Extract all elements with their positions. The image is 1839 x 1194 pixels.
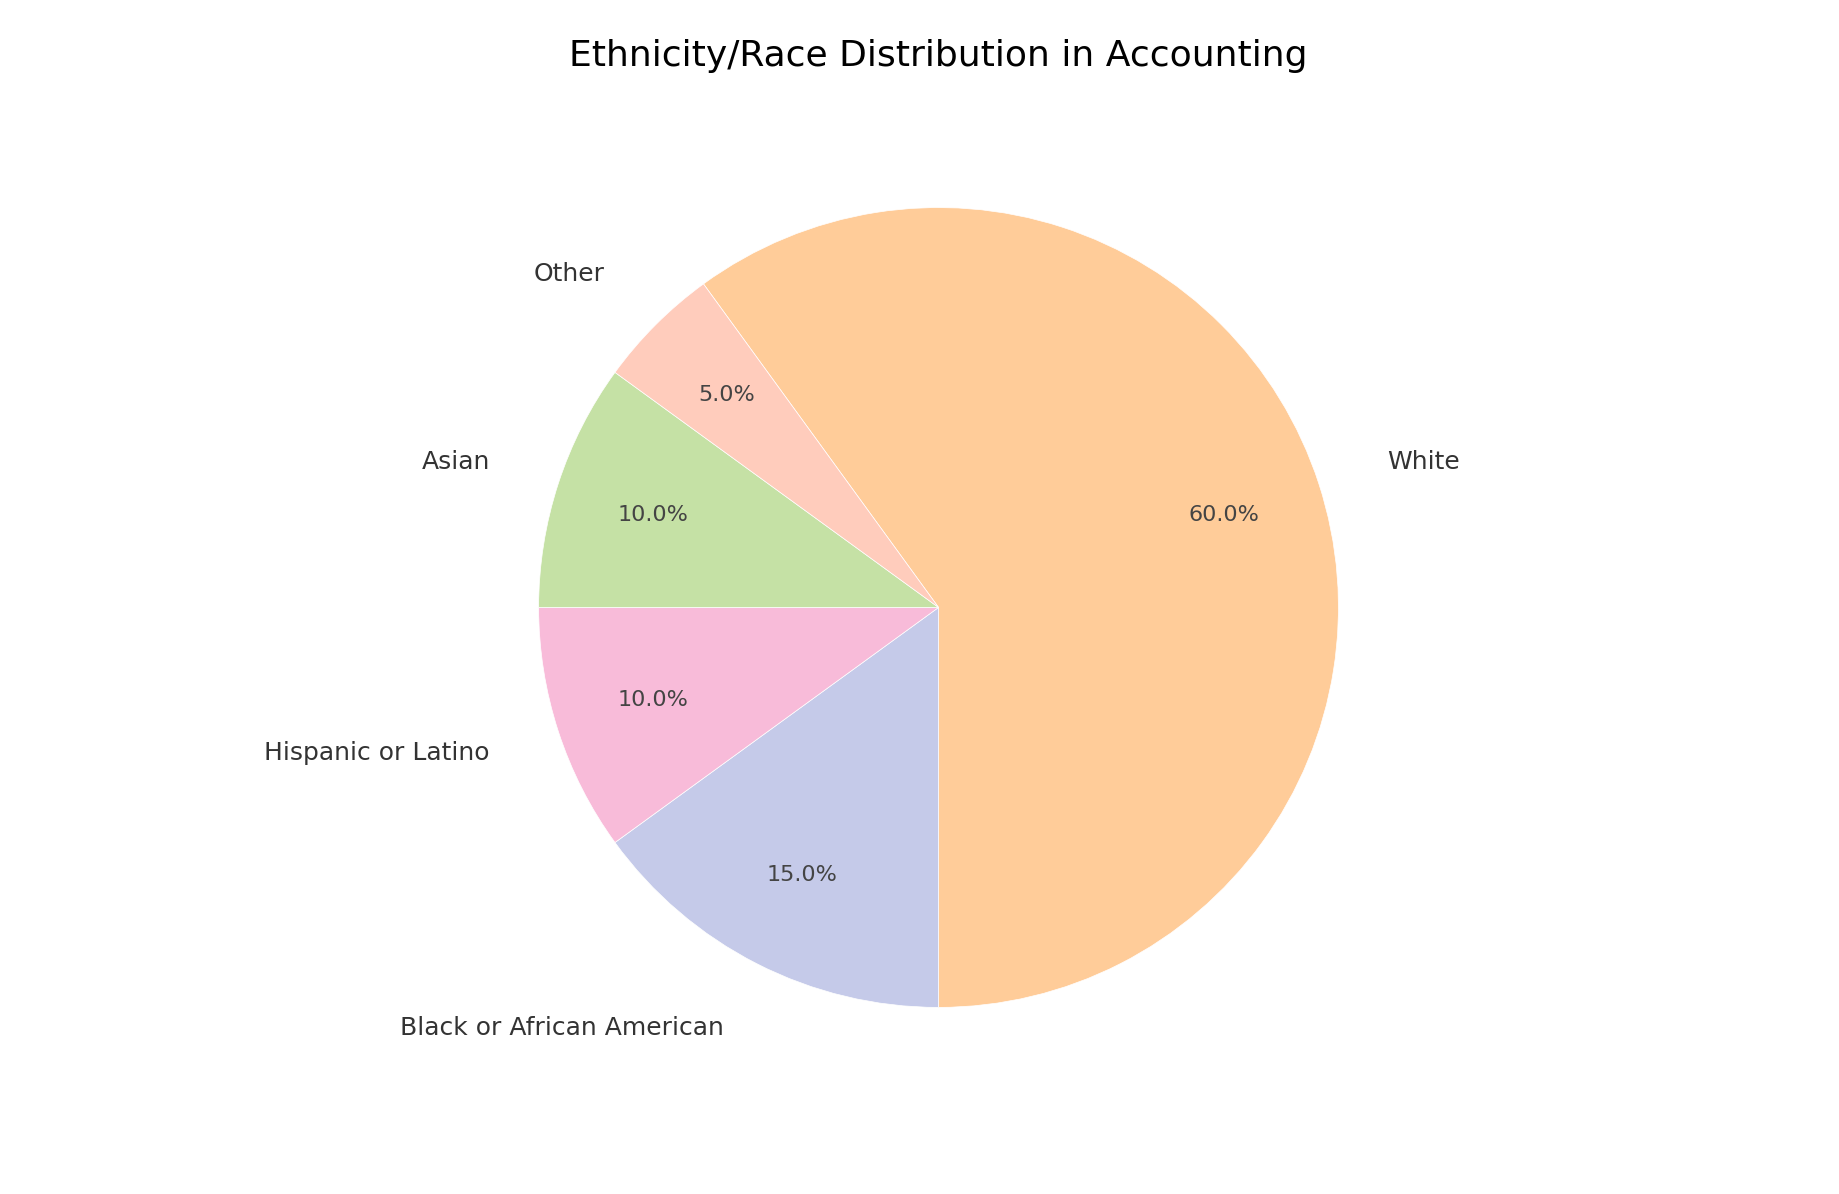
Title: Ethnicity/Race Distribution in Accounting: Ethnicity/Race Distribution in Accountin… — [568, 39, 1308, 73]
Wedge shape — [539, 608, 938, 843]
Wedge shape — [614, 608, 938, 1008]
Text: Asian: Asian — [421, 450, 489, 474]
Text: 10.0%: 10.0% — [618, 690, 688, 710]
Text: Hispanic or Latino: Hispanic or Latino — [265, 741, 489, 765]
Text: Black or African American: Black or African American — [401, 1016, 725, 1040]
Text: 15.0%: 15.0% — [767, 864, 837, 885]
Wedge shape — [702, 208, 1337, 1008]
Wedge shape — [539, 373, 938, 608]
Text: 5.0%: 5.0% — [697, 386, 754, 405]
Text: 10.0%: 10.0% — [618, 505, 688, 525]
Text: White: White — [1387, 450, 1460, 474]
Text: 60.0%: 60.0% — [1188, 505, 1258, 525]
Text: Other: Other — [533, 261, 605, 285]
Wedge shape — [614, 284, 938, 608]
